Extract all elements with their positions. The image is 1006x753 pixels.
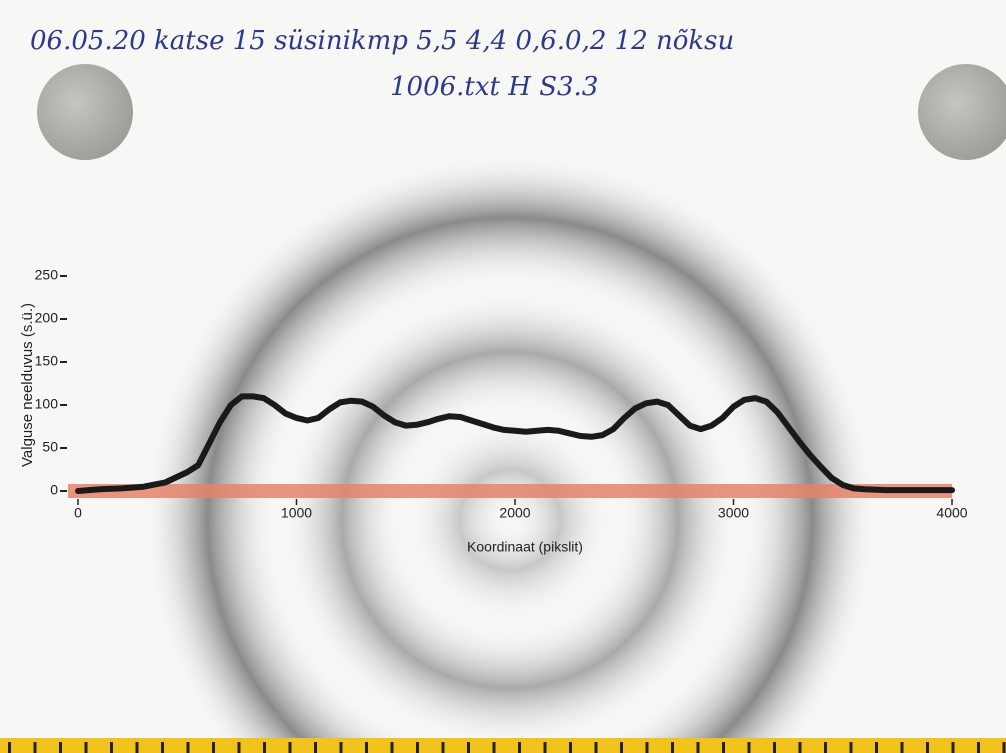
y-tick-label: 150 — [35, 353, 59, 369]
ruler-tick — [824, 742, 827, 753]
x-tick-label: 0 — [74, 505, 82, 521]
annotation: 06.05.20 katse 15 süsinikmp 5,5 4,4 0,6.… — [30, 26, 734, 56]
ruler-tick — [467, 742, 470, 753]
annotation: 1006.txt H S3.3 — [390, 72, 598, 102]
x-axis-label: Koordinaat (pikslit) — [467, 539, 583, 555]
ruler — [0, 738, 1006, 753]
ruler-tick — [977, 742, 980, 753]
ruler-tick — [849, 742, 853, 753]
ruler-tick — [365, 742, 368, 753]
ruler-tick — [33, 742, 37, 753]
ruler-tick — [8, 742, 11, 753]
ruler-tick — [696, 742, 700, 753]
ruler-tick — [84, 742, 88, 753]
y-tick-label: 50 — [42, 439, 58, 455]
y-tick-label: 200 — [35, 310, 59, 326]
ruler-tick — [671, 742, 674, 753]
ruler-tick — [747, 742, 751, 753]
ruler-tick — [951, 742, 955, 753]
magnet — [37, 64, 133, 160]
ruler-tick — [518, 742, 521, 753]
ruler-tick — [900, 742, 904, 753]
ruler-tick — [569, 742, 572, 753]
ruler-tick — [339, 742, 343, 753]
ruler-tick — [416, 742, 419, 753]
ruler-tick — [594, 742, 598, 753]
ruler-tick — [875, 742, 878, 753]
ruler-tick — [1002, 742, 1006, 753]
ruler-tick — [212, 742, 215, 753]
ruler-tick — [288, 742, 292, 753]
ruler-ticks — [8, 742, 1006, 753]
ruler-tick — [926, 742, 929, 753]
ruler-tick — [492, 742, 496, 753]
ruler-tick — [620, 742, 623, 753]
ruler-tick — [314, 742, 317, 753]
ruler-tick — [441, 742, 445, 753]
x-tick-label: 4000 — [936, 505, 967, 521]
baseline-band — [68, 484, 952, 498]
x-tick-label: 3000 — [718, 505, 749, 521]
y-tick-label: 0 — [50, 482, 58, 498]
ruler-tick — [773, 742, 776, 753]
ruler-tick — [798, 742, 802, 753]
ruler-tick — [186, 742, 190, 753]
ruler-tick — [263, 742, 266, 753]
ruler-tick — [59, 742, 62, 753]
magnet — [918, 64, 1006, 160]
x-tick-label: 2000 — [499, 505, 530, 521]
ruler-tick — [110, 742, 113, 753]
y-tick-label: 100 — [35, 396, 59, 412]
x-tick-label: 1000 — [281, 505, 312, 521]
y-axis-label: Valguse neelduvus (s.ü.) — [19, 303, 36, 467]
ruler-tick — [135, 742, 139, 753]
ruler-tick — [161, 742, 164, 753]
ruler-tick — [543, 742, 547, 753]
ruler-tick — [645, 742, 649, 753]
ruler-tick — [237, 742, 241, 753]
ruler-tick — [722, 742, 725, 753]
data-line — [75, 393, 955, 494]
y-tick-label: 250 — [35, 267, 59, 283]
ruler-tick — [390, 742, 394, 753]
